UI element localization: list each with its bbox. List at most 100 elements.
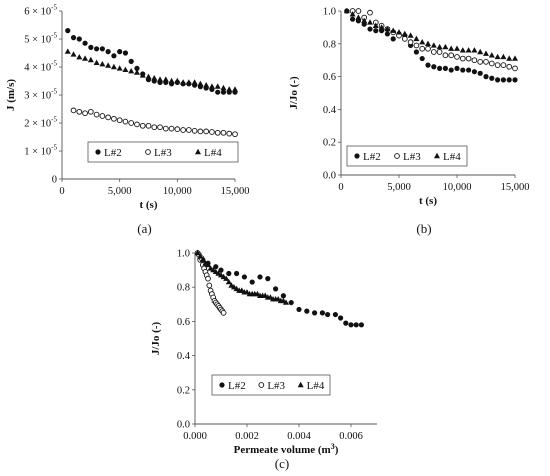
series-L#4 bbox=[343, 7, 518, 61]
data-point bbox=[425, 45, 431, 52]
data-point bbox=[459, 55, 466, 62]
x-axis-label-end: ) bbox=[335, 444, 339, 456]
legend-label: L#4 bbox=[204, 147, 222, 159]
data-point bbox=[145, 73, 152, 79]
y-tick-label: 1 × 10-5 bbox=[24, 144, 57, 158]
data-point bbox=[122, 118, 129, 125]
data-point bbox=[87, 56, 94, 63]
data-point bbox=[419, 38, 426, 45]
y-axis-label: J (m/s) bbox=[5, 79, 17, 111]
y-tick-exponent: -5 bbox=[51, 88, 57, 96]
data-point bbox=[396, 29, 402, 35]
data-point bbox=[232, 131, 238, 138]
x-tick-label: 0.004 bbox=[287, 431, 311, 442]
data-point bbox=[70, 107, 77, 114]
data-point bbox=[494, 62, 501, 68]
data-point bbox=[110, 63, 117, 70]
legend-label: L#2 bbox=[228, 380, 246, 392]
data-point bbox=[203, 128, 210, 135]
legend: L#2 L#3 L#4 bbox=[211, 374, 331, 396]
y-tick-label: 0 bbox=[52, 175, 57, 186]
y-tick-label: 0.4 bbox=[323, 105, 337, 116]
data-point bbox=[226, 130, 233, 137]
series-L#3 bbox=[70, 107, 238, 138]
x-axis-label: t (s) bbox=[139, 199, 157, 211]
data-point bbox=[454, 65, 460, 71]
data-point bbox=[407, 32, 414, 38]
y-tick-mantissa: 3 × 10 bbox=[24, 91, 51, 102]
data-point bbox=[93, 59, 100, 65]
data-point bbox=[442, 43, 449, 50]
data-point bbox=[483, 58, 489, 65]
data-point bbox=[325, 311, 331, 318]
data-point bbox=[500, 53, 507, 60]
x-tick-label: 0 bbox=[59, 186, 64, 197]
data-point bbox=[471, 47, 478, 53]
data-point bbox=[99, 61, 106, 67]
data-point bbox=[319, 310, 325, 316]
data-point bbox=[111, 115, 117, 122]
data-point bbox=[206, 282, 213, 289]
data-point bbox=[459, 47, 466, 53]
data-point bbox=[358, 322, 364, 328]
data-point bbox=[506, 63, 513, 70]
data-point bbox=[343, 7, 350, 14]
series-L#4 bbox=[64, 48, 238, 92]
series-L#4 bbox=[194, 249, 289, 305]
x-tick-label: 15,000 bbox=[501, 182, 530, 193]
data-point bbox=[128, 120, 135, 126]
data-point bbox=[349, 11, 356, 17]
x-tick-label: 0 bbox=[338, 182, 343, 193]
chart-c: 0.00.20.40.60.81.00.000 0.002 0.004 0.006Pe… bbox=[150, 249, 377, 471]
data-point bbox=[512, 65, 518, 72]
x-tick-label: 0.002 bbox=[235, 431, 259, 442]
data-point bbox=[419, 45, 426, 52]
data-point bbox=[199, 256, 206, 263]
data-point bbox=[353, 322, 359, 328]
legend-marker bbox=[394, 153, 400, 159]
data-point bbox=[145, 122, 152, 129]
legend-marker bbox=[354, 153, 360, 159]
data-point bbox=[174, 77, 181, 84]
legend-marker bbox=[195, 148, 201, 155]
data-point bbox=[249, 279, 255, 285]
data-point bbox=[157, 124, 163, 131]
data-point bbox=[454, 54, 460, 60]
data-point bbox=[430, 49, 437, 55]
data-point bbox=[442, 52, 449, 59]
legend-label: L#4 bbox=[307, 380, 325, 392]
data-point bbox=[105, 49, 111, 55]
data-point bbox=[214, 129, 221, 136]
data-point bbox=[257, 274, 263, 280]
data-point bbox=[332, 311, 338, 318]
data-point bbox=[390, 36, 396, 42]
legend-label: L#4 bbox=[443, 151, 461, 163]
y-tick-label: 6 × 10-5 bbox=[24, 4, 57, 18]
data-point bbox=[162, 125, 169, 132]
data-point bbox=[133, 69, 140, 75]
data-point bbox=[151, 124, 158, 131]
data-point bbox=[116, 65, 123, 71]
x-tick-label: 0.006 bbox=[339, 431, 363, 442]
data-point bbox=[111, 53, 117, 59]
data-point bbox=[220, 89, 227, 95]
data-point bbox=[288, 299, 294, 306]
legend-marker bbox=[297, 381, 304, 388]
data-point bbox=[134, 65, 140, 71]
data-point bbox=[232, 86, 238, 92]
legend-label: L#2 bbox=[363, 151, 381, 163]
legend-box bbox=[346, 145, 468, 167]
data-point bbox=[372, 22, 379, 28]
data-point bbox=[413, 42, 420, 49]
data-point bbox=[471, 57, 478, 64]
y-tick-label: 5 × 10-5 bbox=[24, 32, 57, 46]
data-point bbox=[139, 122, 146, 129]
data-point bbox=[99, 46, 105, 52]
data-point bbox=[116, 117, 123, 124]
data-point bbox=[512, 55, 518, 61]
data-point bbox=[223, 275, 230, 281]
data-point bbox=[94, 46, 100, 52]
data-point bbox=[355, 8, 362, 14]
data-point bbox=[312, 310, 318, 316]
